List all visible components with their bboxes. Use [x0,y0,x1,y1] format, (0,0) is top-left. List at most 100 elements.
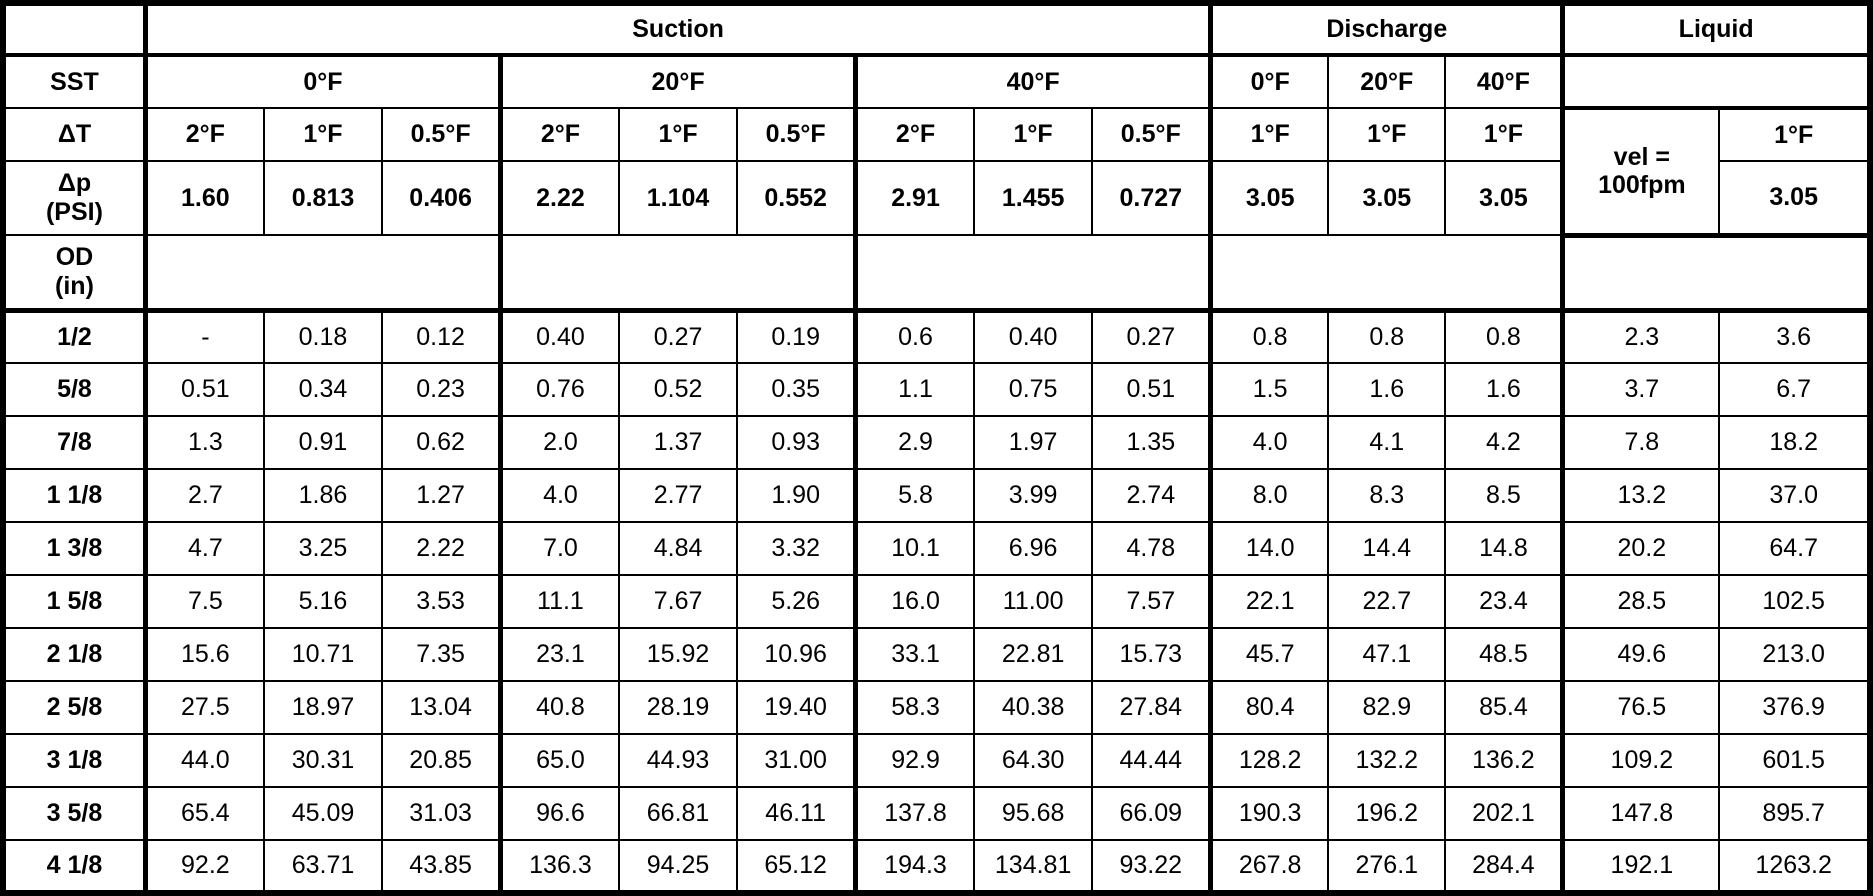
table-cell: 10.1 [853,521,975,576]
table-cell: 47.1 [1327,627,1447,682]
table-row: 2 5/8 27.5 18.97 13.04 40.8 28.19 19.40 58.3 40.… [1,680,1871,735]
row-label-od-1-2: 1/2 [1,309,147,364]
table-cell: 23.1 [498,627,620,682]
table-cell: 76.5 [1560,680,1721,735]
table-row: 5/8 0.51 0.34 0.23 0.76 0.52 0.35 1.1 0.75 0.51 1.… [1,362,1871,417]
dp-cell: 2.91 [853,160,975,236]
table-cell: 194.3 [853,839,975,894]
dp-cell: 3.05 [1718,160,1871,238]
table-cell: 49.6 [1560,627,1721,682]
table-cell: 0.18 [262,309,384,364]
table-cell: 6.96 [972,521,1094,576]
table-cell: 2.9 [853,415,975,470]
table-cell: 13.2 [1560,468,1721,523]
section-header-row: Suction Discharge Liquid [1,2,1872,57]
table-cell: 14.4 [1327,521,1447,576]
sst-discharge-20f: 20°F [1327,54,1447,109]
table-row: 4 1/8 92.2 63.71 43.85 136.3 94.25 65.12 194.3 1… [1,839,1871,894]
table-cell: 2.0 [498,415,620,470]
table-cell: 4.1 [1327,415,1447,470]
sst-discharge-0f: 0°F [1208,54,1330,109]
table-cell: 11.00 [972,574,1094,629]
table-cell: 3.7 [1560,362,1721,417]
dp-cell: 3.05 [1208,160,1330,236]
table-cell: 10.96 [736,627,857,682]
table-cell: 4.78 [1091,521,1212,576]
table-cell: 109.2 [1560,733,1721,788]
table-row: 7/8 1.3 0.91 0.62 2.0 1.37 0.93 2.9 1.97 1.35 4.0 4… [1,415,1871,470]
table-cell: 0.8 [1208,309,1330,364]
table-cell: 136.3 [498,839,620,894]
dp-cell: 1.104 [617,160,739,236]
table-cell: 3.32 [736,521,857,576]
table-cell: 5.8 [853,468,975,523]
table-cell: 7.67 [617,574,739,629]
table-cell: 31.00 [736,733,857,788]
table-cell: 0.8 [1327,309,1447,364]
table-cell: 7.0 [498,521,620,576]
od-header-row: OD (in) [1,234,1872,313]
table-cell: 895.7 [1718,786,1871,841]
table-cell: 30.31 [262,733,384,788]
table-cell: 7.8 [1560,415,1721,470]
table-cell: 14.8 [1444,521,1564,576]
row-label-sst: SST [1,54,147,109]
table-cell: 64.7 [1718,521,1871,576]
table-cell: 0.62 [381,415,502,470]
table-cell: 1.6 [1327,362,1447,417]
table-cell: 19.40 [736,680,857,735]
dt-cell: 2°F [142,107,265,162]
table-cell: 27.5 [142,680,265,735]
table-cell: 202.1 [1444,786,1564,841]
table-cell: 0.6 [853,309,975,364]
row-label-od-3-5-8: 3 5/8 [1,786,147,841]
table-cell: 65.4 [142,786,265,841]
liquid-velocity-note: vel = 100fpm [1560,107,1721,238]
table-row: 1 3/8 4.7 3.25 2.22 7.0 4.84 3.32 10.1 6.96 4.78 1… [1,521,1871,576]
table-cell: 20.2 [1560,521,1721,576]
liquid-blank-cell [1560,54,1872,110]
section-header-liquid: Liquid [1560,2,1872,57]
table-cell: 3.6 [1718,309,1871,364]
table-cell: 92.9 [853,733,975,788]
table-cell: 147.8 [1560,786,1721,841]
table-cell: 28.5 [1560,574,1721,629]
table-cell: 48.5 [1444,627,1564,682]
dp-cell: 3.05 [1327,160,1447,236]
row-label-od-1-3-8: 1 3/8 [1,521,147,576]
table-cell: 0.27 [1091,309,1212,364]
row-label-od-5-8: 5/8 [1,362,147,417]
table-cell: 1.90 [736,468,857,523]
table-cell: 1.97 [972,415,1094,470]
table-cell: 0.34 [262,362,384,417]
table-cell: 11.1 [498,574,620,629]
table-cell: 66.81 [617,786,739,841]
dp-cell: 0.406 [381,160,502,236]
corner-cell [1,2,147,57]
table-cell: 15.73 [1091,627,1212,682]
table-row: 2 1/8 15.6 10.71 7.35 23.1 15.92 10.96 33.1 22.8… [1,627,1871,682]
row-label-od-7-8: 7/8 [1,415,147,470]
table-cell: 0.75 [972,362,1094,417]
dt-cell: 0.5°F [1091,107,1212,162]
table-cell: 1.6 [1444,362,1564,417]
table-cell: 137.8 [853,786,975,841]
dt-cell: 1°F [1208,107,1330,162]
table-row: 1/2-0.18 0.12 0.40 0.27 0.19 0.6 0.40 0.27 0.8 0.… [1,309,1871,364]
od-blank-cell [1208,234,1564,313]
table-cell: 43.85 [381,839,502,894]
table-cell: 33.1 [853,627,975,682]
sst-row: SST 0°F 20°F 40°F 0°F 20°F 40°F [1,54,1872,110]
table-cell: 3.53 [381,574,502,629]
table-cell: 0.51 [1091,362,1212,417]
table-cell: 14.0 [1208,521,1330,576]
dt-cell: 1°F [972,107,1094,162]
table-cell: 1.1 [853,362,975,417]
delta-t-row: ΔT 2°F 1°F 0.5°F 2°F 1°F 0.5°F 2°F 1°F 0… [1,107,1871,238]
table-cell: 3.25 [262,521,384,576]
table-cell: 18.2 [1718,415,1871,470]
section-header-discharge: Discharge [1208,2,1564,57]
table-cell: 284.4 [1444,839,1564,894]
row-label-od-1-5-8: 1 5/8 [1,574,147,629]
